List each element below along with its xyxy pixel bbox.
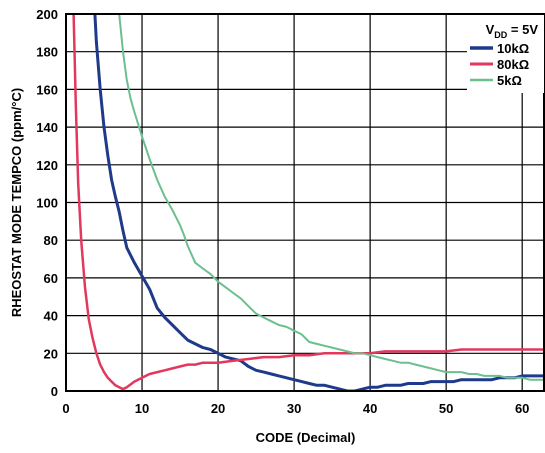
legend-label: 80kΩ <box>497 57 529 72</box>
series-line-5k <box>118 14 545 381</box>
y-tick-label: 180 <box>36 45 58 60</box>
plot-frame <box>65 13 545 392</box>
y-tick-label: 160 <box>36 82 58 97</box>
y-tick-label: 140 <box>36 120 58 135</box>
y-tick-label: 200 <box>36 7 58 22</box>
x-tick-label: 0 <box>62 401 69 416</box>
y-tick-label: 40 <box>44 309 58 324</box>
legend-label: 10kΩ <box>497 41 529 56</box>
x-tick-label: 20 <box>211 401 225 416</box>
x-tick-label: 10 <box>135 401 149 416</box>
series-layer <box>72 14 545 391</box>
x-tick-label: 30 <box>287 401 301 416</box>
x-tick-labels: 0 10 20 30 40 50 60 <box>62 401 529 416</box>
x-tick-label: 50 <box>439 401 453 416</box>
series-line-10k <box>93 14 545 391</box>
x-tick-label: 60 <box>515 401 529 416</box>
y-tick-label: 0 <box>51 384 58 399</box>
y-tick-label: 100 <box>36 196 58 211</box>
x-axis-label: CODE (Decimal) <box>256 430 356 445</box>
y-tick-label: 120 <box>36 158 58 173</box>
y-tick-label: 20 <box>44 346 58 361</box>
series-line-80k <box>72 14 545 391</box>
x-tick-label: 40 <box>363 401 377 416</box>
y-tick-label: 60 <box>44 271 58 286</box>
legend-header-main: V <box>486 22 495 37</box>
y-axis-label: RHEOSTAT MODE TEMPCO (ppm/°C) <box>9 88 24 317</box>
legend-label: 5kΩ <box>497 73 522 88</box>
y-tick-label: 80 <box>44 233 58 248</box>
y-tick-labels: 0 20 40 60 80 100 120 140 160 180 200 <box>36 7 58 399</box>
legend-header-tail: = 5V <box>507 22 538 37</box>
legend-header: VDD = 5V <box>486 22 539 40</box>
legend-header-sub: DD <box>494 30 507 40</box>
